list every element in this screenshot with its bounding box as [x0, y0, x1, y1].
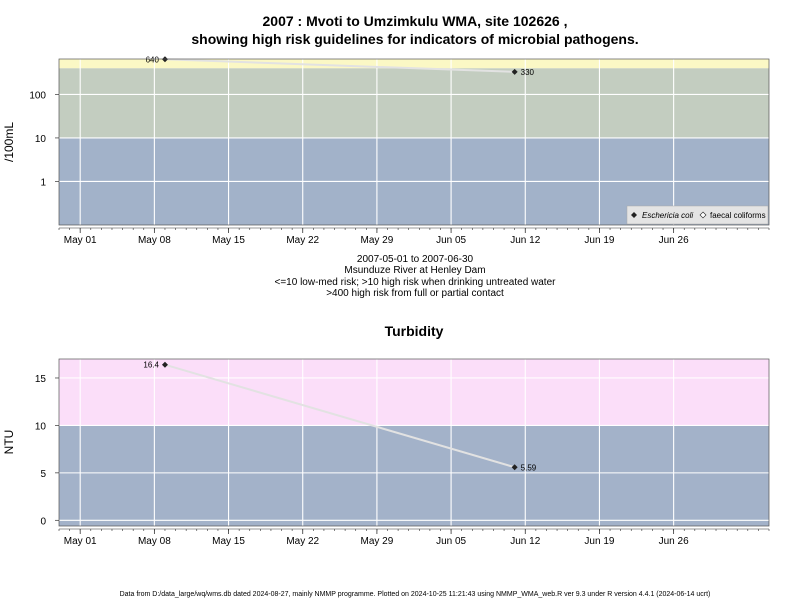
p1-y-axis: 1 10 100 — [29, 90, 59, 188]
legend: Eschericia coli faecal coliforms — [626, 205, 769, 225]
p2-y-axis-label: NTU — [2, 430, 16, 455]
footer-note: Data from D:/data_large/wq/wms.db dated … — [120, 591, 711, 598]
p1-point-label-1: 330 — [521, 68, 535, 77]
p1-band-1 — [59, 68, 769, 138]
p2-y-tick-label-1: 5 — [40, 469, 46, 480]
p2-x-axis: May 01 May 08 May 15 May 22 May 29 Jun 05 Jun … — [58, 528, 770, 547]
date-range-note: 2007-05-01 to 2007-06-30 — [357, 254, 474, 265]
main-title-line2: showing high risk guidelines for indicat… — [191, 31, 638, 47]
p1-series-segment-0 — [164, 58, 515, 73]
p2-x-tick-label-0: May 01 — [64, 536, 97, 547]
p2-x-tick-label-5: Jun 05 — [436, 536, 466, 547]
p2-data-points: 16.4 5.59 — [143, 361, 536, 473]
p1-point-label-0: 640 — [146, 55, 160, 64]
p2-point-1 — [511, 464, 518, 471]
p2-series-line — [164, 363, 515, 469]
turbidity-chart-panel: 16.4 5.59 May 01 May 08 May 15 May 22 May 29 J… — [2, 358, 770, 547]
risk-note-line1: <=10 low-med risk; >10 high risk when dr… — [275, 277, 557, 288]
p2-gridlines — [59, 359, 769, 526]
p1-x-tick-label-1: May 08 — [138, 235, 171, 246]
p2-x-tick-label-2: May 15 — [212, 536, 245, 547]
p1-x-tick-label-0: May 01 — [64, 235, 97, 246]
p2-point-label-0: 16.4 — [143, 361, 159, 370]
p2-x-tick-label-4: May 29 — [361, 536, 394, 547]
p1-x-tick-label-4: May 29 — [361, 235, 394, 246]
p2-plot-frame — [58, 358, 770, 527]
p1-y-tick-label-0: 1 — [40, 177, 46, 188]
p2-band-1 — [59, 359, 769, 426]
p1-guideline-bands — [59, 59, 769, 225]
legend-ecoli-label: Eschericia coli — [642, 211, 693, 220]
risk-note-line2: >400 high risk from full or partial cont… — [326, 288, 504, 299]
p1-x-tick-label-7: Jun 19 — [584, 235, 614, 246]
p2-y-tick-label-2: 10 — [35, 421, 47, 432]
p1-y-axis-label: /100mL — [2, 122, 16, 162]
turbidity-title: Turbidity — [385, 323, 444, 339]
p1-gridlines — [59, 59, 769, 225]
p1-point-1 — [511, 68, 518, 75]
p2-x-tick-label-3: May 22 — [286, 536, 319, 547]
p2-x-tick-label-1: May 08 — [138, 536, 171, 547]
p1-x-tick-label-5: Jun 05 — [436, 235, 466, 246]
p2-y-tick-label-3: 15 — [35, 374, 47, 385]
legend-box — [626, 205, 769, 225]
p1-series-line — [164, 58, 515, 73]
p2-y-axis: 0 5 10 15 — [35, 374, 59, 527]
p1-x-tick-label-8: Jun 26 — [659, 235, 689, 246]
p1-x-tick-label-3: May 22 — [286, 235, 319, 246]
p1-x-tick-label-2: May 15 — [212, 235, 245, 246]
p1-x-tick-label-6: Jun 12 — [510, 235, 540, 246]
p2-guideline-bands — [59, 359, 769, 526]
legend-filled-diamond-marker — [631, 212, 637, 218]
microbial-chart-panel: 640 330 May 01 May 08 May 15 May 22 May 29 Jun… — [2, 55, 770, 246]
p1-plot-frame — [58, 58, 770, 226]
p2-point-label-1: 5.59 — [521, 463, 537, 472]
p2-band-0 — [59, 425, 769, 526]
p2-x-tick-label-6: Jun 12 — [510, 536, 540, 547]
p2-x-tick-label-7: Jun 19 — [584, 536, 614, 547]
main-title-line1: 2007 : Mvoti to Umzimkulu WMA, site 1026… — [263, 13, 568, 29]
p1-x-axis: May 01 May 08 May 15 May 22 May 29 Jun 05 Jun … — [58, 227, 770, 246]
legend-open-diamond-marker — [699, 211, 707, 219]
p1-y-tick-label-1: 10 — [35, 134, 47, 145]
site-name-note: Msunduze River at Henley Dam — [344, 265, 485, 276]
p2-x-tick-label-8: Jun 26 — [659, 536, 689, 547]
legend-faecal-coliforms-label: faecal coliforms — [710, 211, 766, 220]
p2-point-0 — [161, 361, 168, 368]
p1-band-2 — [59, 59, 769, 69]
p2-series-segment-0 — [164, 363, 515, 469]
p2-y-tick-label-0: 0 — [40, 516, 46, 527]
p1-y-tick-label-2: 100 — [29, 90, 46, 101]
